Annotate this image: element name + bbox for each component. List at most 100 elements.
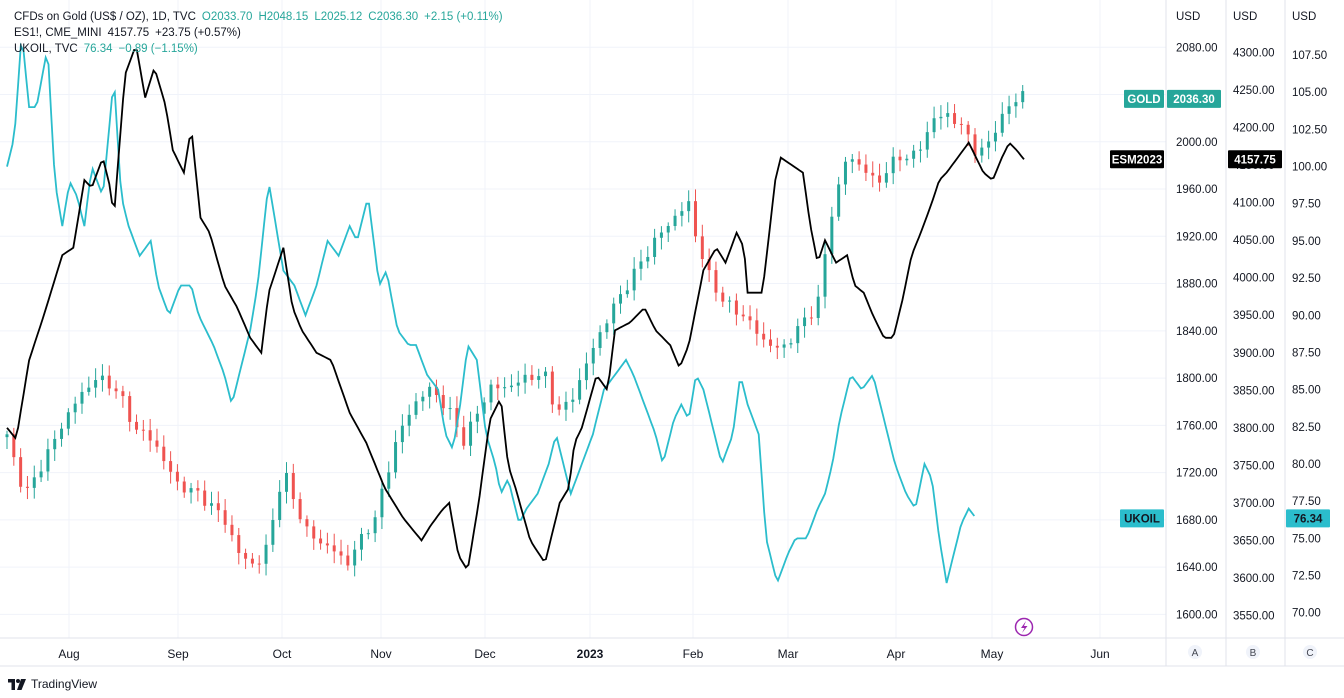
gold-candle-body	[475, 413, 479, 422]
gold-candle-body	[94, 380, 98, 388]
gold-candle-body	[632, 268, 636, 291]
gold-candle-body	[857, 159, 861, 165]
gold-candle-body	[918, 149, 922, 151]
axis-id-label: B	[1250, 648, 1257, 659]
es-name-tag: ESM2023	[1112, 154, 1163, 166]
time-tick-label: Nov	[370, 647, 391, 661]
gold-candle-body	[864, 164, 868, 173]
gold-candle-body	[912, 150, 916, 159]
gold-candle-body	[666, 226, 670, 233]
gold-candle-body	[135, 421, 139, 430]
legend-gold-close: C2036.30	[368, 11, 419, 23]
gold-candle-body	[523, 374, 527, 383]
axis-tick-label: 2080.00	[1176, 42, 1218, 54]
legend-gold-open: O2033.70	[201, 11, 253, 23]
gold-candle-body	[32, 477, 36, 488]
gold-candle-body	[728, 300, 732, 302]
axis-tick-label: 107.50	[1292, 50, 1327, 62]
chart-legend: CFDs on Gold (US$ / OZ), 1D, TVC O2033.7…	[14, 9, 503, 57]
axis-tick-label: 1680.00	[1176, 515, 1218, 527]
gold-candle-body	[905, 158, 909, 161]
axis-tick-label: 87.50	[1292, 347, 1321, 359]
es-name-tag-bg	[1110, 150, 1164, 169]
gold-candle-body	[80, 391, 84, 404]
legend-es-name: ES1!, CME_MINI	[14, 27, 102, 39]
tradingview-logo[interactable]: TradingView	[8, 677, 97, 691]
gold-candle-body	[987, 141, 991, 148]
gold-candle-body	[768, 339, 772, 346]
gold-candle-body	[25, 486, 29, 488]
gold-candle-body	[407, 414, 411, 426]
gold-candle-body	[564, 401, 568, 410]
gold-candle-body	[462, 427, 466, 446]
gold-candle-body	[550, 371, 554, 405]
gold-candle-body	[775, 345, 779, 348]
gold-candle-body	[503, 387, 507, 389]
axis-currency-label: USD	[1176, 11, 1200, 23]
lightning-icon[interactable]	[1014, 617, 1034, 637]
time-axis: Aug Sep Oct Nov Dec 2023 Feb Mar Apr May Jun	[58, 647, 1109, 661]
axis-tick-label: 1840.00	[1176, 326, 1218, 338]
gold-candle-body	[707, 259, 711, 271]
time-tick-label: Mar	[778, 647, 799, 661]
gold-candle-body	[932, 118, 936, 133]
gold-candle-body	[939, 116, 943, 119]
gold-candle-body	[748, 316, 752, 321]
legend-es-last: 4157.75	[107, 27, 150, 39]
ukoil-price-tag-bg	[1286, 509, 1330, 528]
gold-candle-body	[1021, 91, 1025, 103]
gold-candle-body	[509, 385, 513, 388]
gold-candle-body	[823, 254, 827, 297]
axis-tick-label: 1800.00	[1176, 373, 1218, 385]
axis-tick-label: 3700.00	[1233, 498, 1275, 510]
legend-ukoil-change: −0.89 (−1.15%)	[118, 43, 198, 55]
gold-candle-body	[803, 317, 807, 327]
axis-tick-label: 97.50	[1292, 199, 1321, 211]
axis-tick-label: 4300.00	[1233, 48, 1275, 60]
axis-tick-label: 4100.00	[1233, 198, 1275, 210]
gold-candle-body	[489, 384, 493, 403]
gold-candle-body	[46, 449, 50, 472]
gold-candle-body	[339, 551, 343, 556]
axis-tick-label: 1640.00	[1176, 562, 1218, 574]
time-tick-label: Sep	[167, 647, 189, 661]
legend-ukoil[interactable]: UKOIL, TVC 76.34 −0.89 (−1.15%)	[14, 41, 503, 57]
gold-candle-body	[1014, 102, 1018, 107]
gold-candle-body	[428, 386, 432, 397]
axis-tick-label: 1920.00	[1176, 231, 1218, 243]
axis-tick-label: 4050.00	[1233, 235, 1275, 247]
axis-tick-label: 102.50	[1292, 124, 1327, 136]
gold-candle-body	[612, 303, 616, 324]
axis-tick-label: 3950.00	[1233, 310, 1275, 322]
gold-candle-body	[530, 374, 534, 380]
gold-candle-body	[5, 434, 9, 438]
gold-candle-body	[578, 380, 582, 400]
gold-candle-body	[387, 472, 391, 489]
axis-tick-label: 4250.00	[1233, 85, 1275, 97]
gold-candle-body	[346, 555, 350, 566]
legend-gold-name: CFDs on Gold (US$ / OZ), 1D, TVC	[14, 11, 196, 23]
gold-name-tag: GOLD	[1127, 94, 1160, 106]
axis-tick-label: 90.00	[1292, 310, 1321, 322]
legend-gold[interactable]: CFDs on Gold (US$ / OZ), 1D, TVC O2033.7…	[14, 9, 503, 25]
gold-candle-body	[884, 173, 888, 183]
legend-es[interactable]: ES1!, CME_MINI 4157.75 +23.75 (+0.57%)	[14, 25, 503, 41]
ukoil-name-tag: UKOIL	[1124, 513, 1160, 525]
legend-gold-change: +2.15 (+0.11%)	[424, 11, 503, 23]
axis-currency-label: USD	[1292, 11, 1316, 23]
gold-candle-body	[196, 488, 200, 491]
gold-candle-body	[557, 404, 561, 410]
gold-candle-body	[121, 391, 125, 397]
gold-candle-body	[571, 399, 575, 402]
axis-tick-label: 1760.00	[1176, 420, 1218, 432]
axis-tick-label: 105.00	[1292, 87, 1327, 99]
gold-candle-body	[441, 395, 445, 409]
axis-currency-label: USD	[1233, 11, 1257, 23]
time-tick-label: Oct	[273, 647, 292, 661]
gold-candle-body	[66, 412, 70, 429]
gold-candle-body	[257, 563, 261, 565]
gold-candle-body	[359, 533, 363, 550]
time-tick-label: Jun	[1090, 647, 1109, 661]
gold-candle-body	[680, 211, 684, 216]
